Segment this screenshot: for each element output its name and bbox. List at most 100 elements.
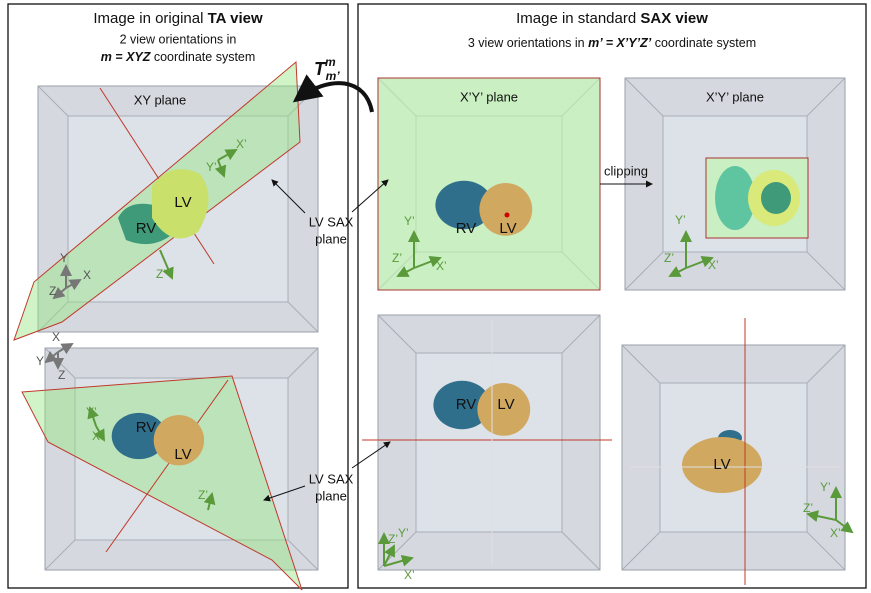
rv-label: RV — [136, 419, 157, 436]
axis-x2: X’ — [830, 526, 841, 540]
lv — [153, 415, 205, 466]
rv-label: RV — [456, 396, 477, 413]
t: T — [314, 59, 327, 79]
axis-y2: Y’ — [206, 160, 217, 174]
sax-label: plane — [315, 488, 347, 503]
subtitle: 3 view orientations in — [468, 36, 585, 50]
lv-label: LV — [174, 194, 191, 211]
axis-arrow — [214, 159, 227, 178]
plane-label: X’Y’ plane — [706, 89, 764, 104]
axis-y2: Y’ — [86, 405, 97, 419]
axis-arrow — [57, 343, 74, 355]
rv-label: RV — [456, 220, 477, 237]
transform-symbol: Tm m’ — [314, 55, 340, 83]
axis-z2: Z’ — [664, 251, 674, 265]
axis-y: Y — [60, 251, 68, 265]
view-frame — [377, 77, 601, 291]
frame-edge — [287, 301, 319, 333]
frame-edge — [806, 251, 846, 291]
axis-arrow — [413, 255, 442, 269]
axis-y2: Y’ — [404, 214, 415, 228]
title-text: Image in standard — [516, 10, 636, 27]
callout-arrow — [263, 485, 306, 502]
transform-arrow — [292, 74, 374, 113]
right-coord: 3 view orientations in m’ = X’Y’Z’ coord… — [468, 36, 756, 50]
plane-label: X’Y’ plane — [460, 89, 518, 104]
frame-edge — [287, 539, 319, 571]
rv-label: RV — [136, 220, 157, 237]
left-title: Image in original TA view — [93, 10, 263, 27]
axis-arrow — [685, 255, 714, 269]
frame-edge — [44, 539, 76, 571]
axis-x2: X’ — [236, 137, 247, 151]
sub: m’ — [326, 69, 341, 83]
left-coord: m = XYZ coordinate system — [101, 50, 256, 64]
frame-edge — [561, 314, 601, 354]
axis-arrow — [93, 425, 105, 442]
axis-x: X — [83, 268, 91, 282]
sax-label: LV SAX — [309, 214, 354, 229]
axis-arrow — [217, 149, 238, 161]
sax-label: LV SAX — [309, 471, 354, 486]
axis-arrow — [159, 249, 174, 280]
shapes — [13, 60, 854, 591]
lv-label: LV — [174, 446, 191, 463]
frame-edge — [621, 344, 661, 384]
callout-arrow — [351, 179, 389, 213]
lv-cavity — [761, 182, 791, 214]
coord-bold: m = XYZ — [101, 50, 152, 64]
axis-x2: X’ — [404, 568, 415, 582]
frame-edge — [37, 85, 69, 117]
axis-arrow — [52, 286, 67, 300]
sax-label: plane — [315, 231, 347, 246]
frame-edge — [624, 251, 664, 291]
rv — [433, 380, 491, 430]
left-panel — [7, 3, 349, 589]
frame-edge — [287, 347, 319, 379]
lv-label: LV — [713, 456, 730, 473]
right-panel — [357, 3, 867, 589]
axis-z2: Z’ — [198, 488, 208, 502]
rv — [111, 412, 167, 460]
long-axis — [99, 87, 215, 265]
axis-arrow — [668, 266, 687, 277]
axis-arrow — [396, 266, 415, 277]
frame-edge — [561, 77, 601, 117]
lv — [479, 183, 533, 236]
axis-arrow — [87, 406, 99, 427]
frame-edge — [806, 531, 846, 571]
axis-y2: Y’ — [398, 526, 409, 540]
axis-z2: Z’ — [803, 501, 813, 515]
view-inner — [415, 115, 563, 253]
axis-z: Z — [49, 284, 56, 298]
apex — [504, 212, 510, 218]
title-bold: SAX view — [640, 10, 708, 27]
view-inner — [415, 352, 563, 533]
axis-arrow — [383, 554, 414, 567]
rv — [435, 180, 493, 230]
sup: m — [325, 55, 336, 69]
lv — [152, 169, 209, 239]
frame-edge — [377, 77, 417, 117]
axis-arrow — [806, 510, 837, 522]
frame-edge — [377, 314, 417, 354]
title-text: Image in original — [93, 10, 203, 27]
axis-x2: X’ — [708, 258, 719, 272]
title-bold: TA view — [208, 10, 263, 27]
coord-text: coordinate system — [154, 50, 255, 64]
frame-edge — [37, 301, 69, 333]
axis-z: Z — [58, 368, 65, 382]
axis-x2: X’ — [436, 259, 447, 273]
axis-y: Y — [36, 354, 44, 368]
frame-edge — [806, 344, 846, 384]
lv-label: LV — [497, 396, 514, 413]
axis-arrow — [44, 350, 59, 364]
axis-arrow — [835, 519, 854, 534]
lv-label: LV — [499, 220, 516, 237]
coord-bold: m’ = X’Y’Z’ — [588, 36, 652, 50]
callout-arrow — [351, 441, 391, 469]
axis-y2: Y’ — [820, 480, 831, 494]
sax-plane — [21, 375, 303, 591]
axis-z2: Z’ — [392, 251, 402, 265]
